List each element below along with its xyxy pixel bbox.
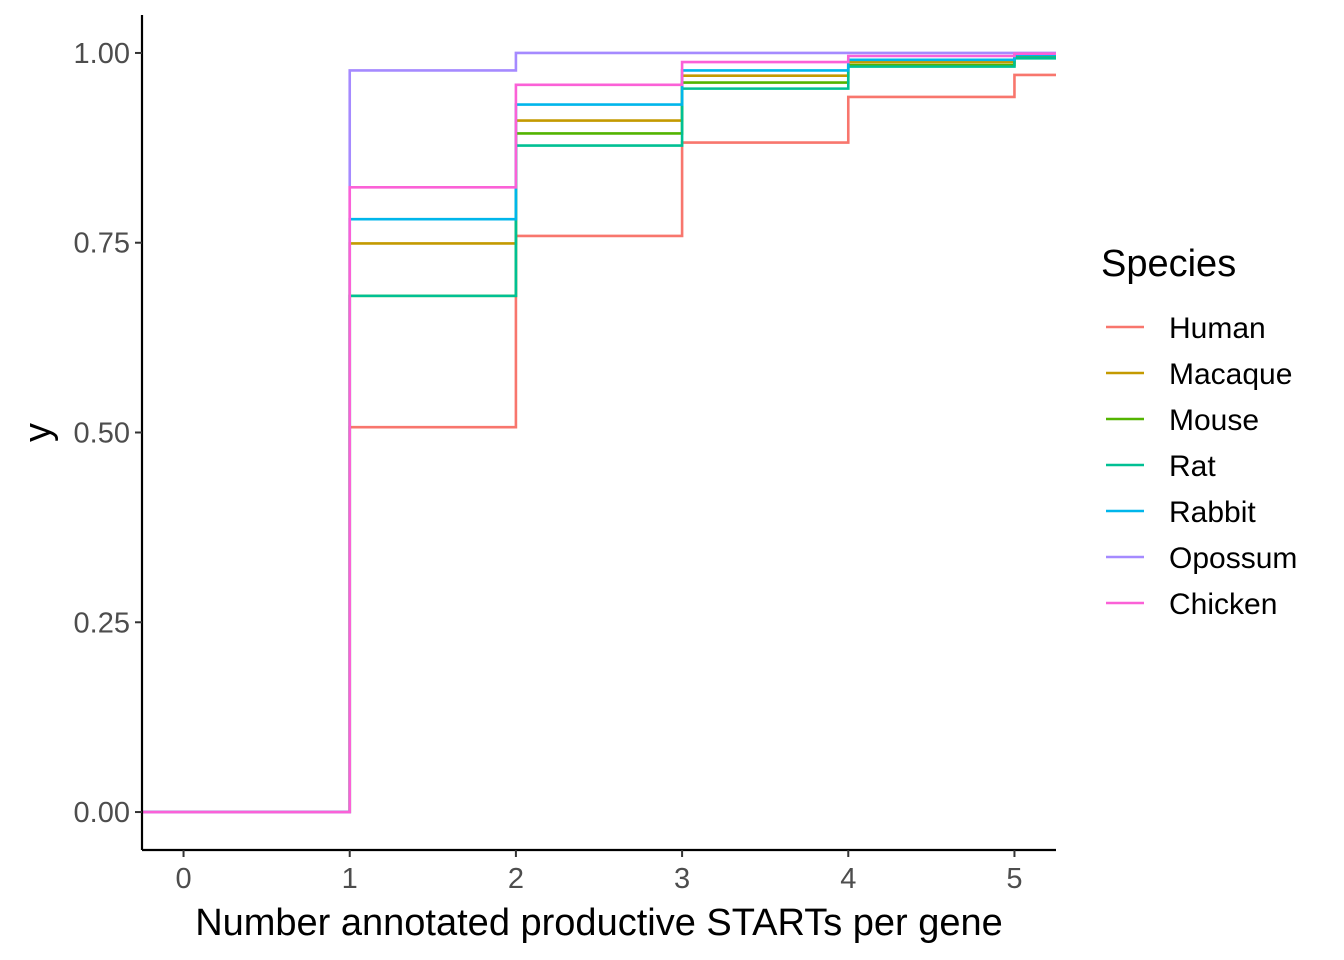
legend-label: Human (1169, 312, 1266, 345)
series-line-macaque (142, 54, 1056, 814)
y-tick-label: 0.00 (74, 797, 130, 829)
x-tick-label: 2 (508, 863, 524, 895)
y-tick-label: 1.00 (74, 38, 130, 70)
x-tick-label: 4 (840, 863, 856, 895)
legend: Species Human Macaque Mouse Rat Rabbit Opossu… (1101, 243, 1297, 621)
axes-layer (140, 15, 1056, 852)
x-axis-title: Number annotated productive STARTs per g… (195, 902, 1003, 944)
x-tick-label: 5 (1006, 863, 1022, 895)
series-layer (142, 51, 1056, 814)
legend-label: Macaque (1169, 358, 1292, 391)
legend-items: Human Macaque Mouse Rat Rabbit Opossum Chicken (1106, 312, 1297, 621)
y-axis-title: y (17, 423, 59, 442)
series-line-human (142, 73, 1056, 814)
series-line-mouse (142, 56, 1056, 814)
legend-label: Rabbit (1169, 496, 1256, 529)
ticks-layer: 0 1 2 3 4 5 0.00 0.25 0.50 0.75 1.00 (74, 38, 1023, 895)
legend-label: Mouse (1169, 404, 1259, 437)
series-line-rabbit (142, 53, 1056, 814)
series-line-rat (142, 56, 1056, 814)
series-line-opossum (142, 51, 1056, 814)
y-tick-label: 0.50 (74, 418, 130, 450)
legend-label: Chicken (1169, 588, 1277, 621)
legend-label: Opossum (1169, 542, 1297, 575)
y-tick-label: 0.75 (74, 228, 130, 260)
x-tick-label: 1 (342, 863, 358, 895)
x-tick-label: 0 (175, 863, 191, 895)
y-tick-label: 0.25 (74, 607, 130, 639)
legend-label: Rat (1169, 450, 1216, 483)
x-tick-label: 3 (674, 863, 690, 895)
series-line-chicken (142, 52, 1056, 814)
legend-title: Species (1101, 243, 1236, 285)
